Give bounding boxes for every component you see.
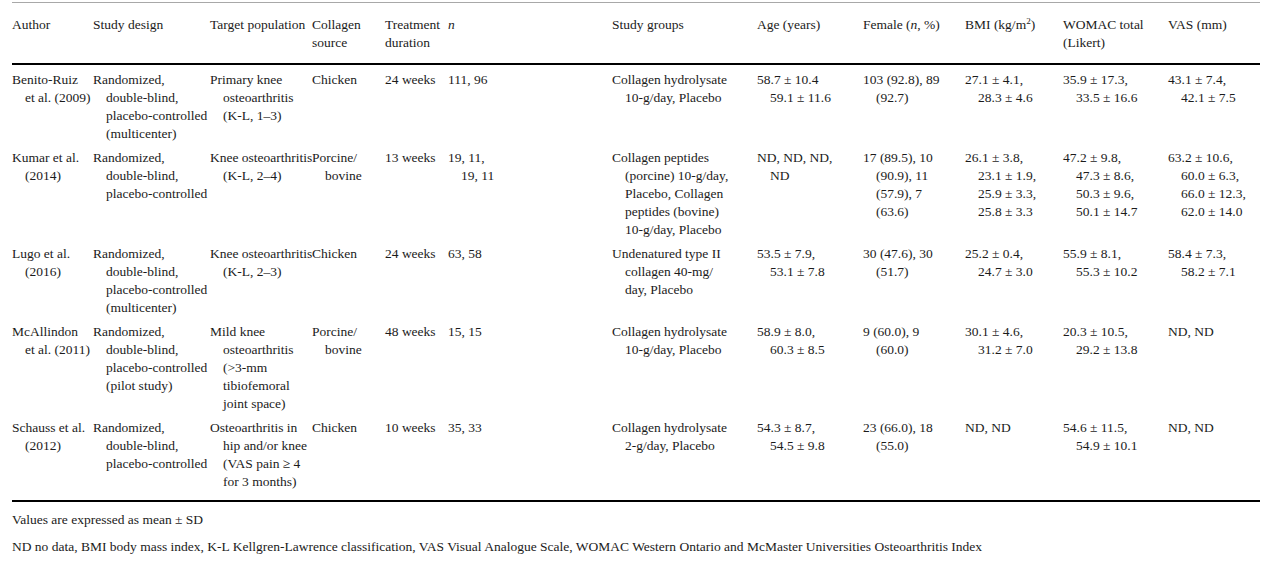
column-header-womac: WOMAC total(Likert) [1063, 3, 1168, 65]
cell-age: 58.7 ± 10.459.1 ± 11.6 [757, 64, 863, 143]
cell-author: Schauss et al.(2012) [12, 413, 93, 501]
cell-female: 103 (92.8), 89(92.7) [863, 64, 965, 143]
cell-vas: 43.1 ± 7.4,42.1 ± 7.5 [1168, 64, 1260, 143]
cell-bmi: 30.1 ± 4.6,31.2 ± 7.0 [965, 317, 1063, 413]
cell-collagen_source: Chicken [312, 239, 385, 317]
cell-study_design: Randomized,double-blind,placebo-controll… [93, 413, 210, 501]
column-header-treatment_duration: Treatmentduration [385, 3, 448, 65]
table-header-row: AuthorStudy designTarget populationColla… [12, 3, 1260, 65]
column-header-vas: VAS (mm) [1168, 3, 1260, 65]
cell-vas: 58.4 ± 7.3,58.2 ± 7.1 [1168, 239, 1260, 317]
cell-womac: 35.9 ± 17.3,33.5 ± 16.6 [1063, 64, 1168, 143]
cell-womac: 20.3 ± 10.5,29.2 ± 13.8 [1063, 317, 1168, 413]
cell-age: 54.3 ± 8.7,54.5 ± 9.8 [757, 413, 863, 501]
column-header-study_design: Study design [93, 3, 210, 65]
table-footnotes: Values are expressed as mean ± SD ND no … [12, 511, 1260, 556]
cell-age: 58.9 ± 8.0,60.3 ± 8.5 [757, 317, 863, 413]
cell-study_groups: Collagen peptides(porcine) 10-g/day,Plac… [612, 143, 757, 239]
cell-target_population: Osteoarthritis inhip and/or knee(VAS pai… [210, 413, 312, 501]
cell-study_groups: Collagen hydrolysate2-g/day, Placebo [612, 413, 757, 501]
cell-treatment_duration: 13 weeks [385, 143, 448, 239]
cell-author: McAllindonet al. (2011) [12, 317, 93, 413]
cell-n: 15, 15 [448, 317, 612, 413]
column-header-age: Age (years) [757, 3, 863, 65]
cell-bmi: ND, ND [965, 413, 1063, 501]
studies-table: AuthorStudy designTarget populationColla… [12, 2, 1260, 502]
table-row: McAllindonet al. (2011)Randomized,double… [12, 317, 1260, 413]
table-row: Lugo et al.(2016)Randomized,double-blind… [12, 239, 1260, 317]
cell-author: Benito-Ruizet al. (2009) [12, 64, 93, 143]
cell-treatment_duration: 24 weeks [385, 239, 448, 317]
cell-female: 23 (66.0), 18(55.0) [863, 413, 965, 501]
table-row: Schauss et al.(2012)Randomized,double-bl… [12, 413, 1260, 501]
column-header-bmi: BMI (kg/m2) [965, 3, 1063, 65]
cell-study_design: Randomized,double-blind,placebo-controll… [93, 239, 210, 317]
cell-collagen_source: Chicken [312, 413, 385, 501]
cell-female: 9 (60.0), 9(60.0) [863, 317, 965, 413]
cell-female: 30 (47.6), 30(51.7) [863, 239, 965, 317]
footnote-abbreviations: ND no data, BMI body mass index, K-L Kel… [12, 538, 1260, 556]
table-body: Benito-Ruizet al. (2009)Randomized,doubl… [12, 64, 1260, 501]
cell-vas: ND, ND [1168, 317, 1260, 413]
cell-study_design: Randomized,double-blind,placebo-controll… [93, 64, 210, 143]
cell-collagen_source: Porcine/bovine [312, 317, 385, 413]
column-header-target_population: Target population [210, 3, 312, 65]
column-header-author: Author [12, 3, 93, 65]
cell-n: 111, 96 [448, 64, 612, 143]
column-header-study_groups: Study groups [612, 3, 757, 65]
cell-bmi: 25.2 ± 0.4,24.7 ± 3.0 [965, 239, 1063, 317]
cell-n: 63, 58 [448, 239, 612, 317]
cell-female: 17 (89.5), 10(90.9), 11(57.9), 7(63.6) [863, 143, 965, 239]
cell-age: 53.5 ± 7.9,53.1 ± 7.8 [757, 239, 863, 317]
table-row: Kumar et al.(2014)Randomized,double-blin… [12, 143, 1260, 239]
table-header: AuthorStudy designTarget populationColla… [12, 3, 1260, 65]
cell-n: 35, 33 [448, 413, 612, 501]
column-header-collagen_source: Collagensource [312, 3, 385, 65]
cell-vas: ND, ND [1168, 413, 1260, 501]
cell-author: Lugo et al.(2016) [12, 239, 93, 317]
cell-collagen_source: Chicken [312, 64, 385, 143]
column-header-female: Female (n, %) [863, 3, 965, 65]
cell-study_design: Randomized,double-blind,placebo-controll… [93, 143, 210, 239]
cell-author: Kumar et al.(2014) [12, 143, 93, 239]
cell-womac: 47.2 ± 9.8,47.3 ± 8.6,50.3 ± 9.6,50.1 ± … [1063, 143, 1168, 239]
cell-target_population: Primary kneeosteoarthritis(K-L, 1–3) [210, 64, 312, 143]
cell-study_groups: Collagen hydrolysate10-g/day, Placebo [612, 64, 757, 143]
cell-target_population: Knee osteoarthritis(K-L, 2–3) [210, 239, 312, 317]
cell-target_population: Mild kneeosteoarthritis(>3-mmtibiofemora… [210, 317, 312, 413]
footnote-mean-sd: Values are expressed as mean ± SD [12, 511, 1260, 529]
cell-treatment_duration: 48 weeks [385, 317, 448, 413]
cell-age: ND, ND, ND,ND [757, 143, 863, 239]
cell-womac: 55.9 ± 8.1,55.3 ± 10.2 [1063, 239, 1168, 317]
cell-study_groups: Collagen hydrolysate10-g/day, Placebo [612, 317, 757, 413]
cell-study_groups: Undenatured type IIcollagen 40-mg/day, P… [612, 239, 757, 317]
paper-table-page: AuthorStudy designTarget populationColla… [0, 0, 1272, 568]
table-row: Benito-Ruizet al. (2009)Randomized,doubl… [12, 64, 1260, 143]
cell-treatment_duration: 10 weeks [385, 413, 448, 501]
cell-vas: 63.2 ± 10.6,60.0 ± 6.3,66.0 ± 12.3,62.0 … [1168, 143, 1260, 239]
cell-study_design: Randomized,double-blind,placebo-controll… [93, 317, 210, 413]
cell-bmi: 27.1 ± 4.1,28.3 ± 4.6 [965, 64, 1063, 143]
cell-bmi: 26.1 ± 3.8,23.1 ± 1.9,25.9 ± 3.3,25.8 ± … [965, 143, 1063, 239]
cell-treatment_duration: 24 weeks [385, 64, 448, 143]
cell-womac: 54.6 ± 11.5,54.9 ± 10.1 [1063, 413, 1168, 501]
column-header-n: n [448, 3, 612, 65]
cell-target_population: Knee osteoarthritis(K-L, 2–4) [210, 143, 312, 239]
cell-collagen_source: Porcine/bovine [312, 143, 385, 239]
cell-n: 19, 11,19, 11 [448, 143, 612, 239]
